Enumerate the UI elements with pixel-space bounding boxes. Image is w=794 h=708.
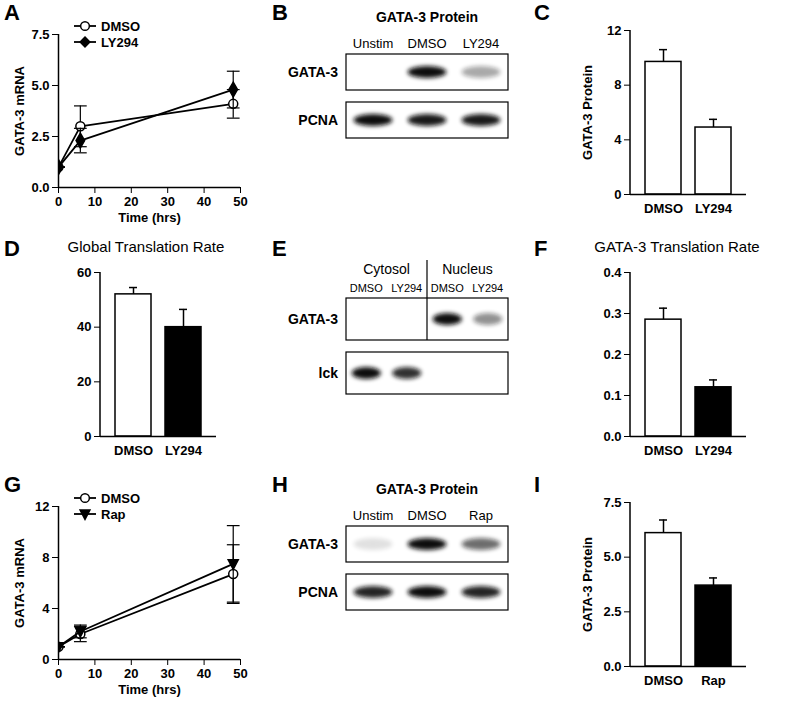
svg-text:0.1: 0.1 — [603, 388, 621, 403]
html-text:A: A — [4, 0, 20, 25]
svg-text:LY294: LY294 — [695, 443, 733, 458]
html-text:H: H — [272, 472, 288, 497]
svg-text:60: 60 — [77, 265, 91, 280]
svg-text:LY294: LY294 — [472, 282, 503, 294]
svg-text:4: 4 — [42, 601, 50, 616]
svg-text:Cytosol: Cytosol — [363, 261, 410, 277]
svg-text:Time (hrs): Time (hrs) — [118, 210, 181, 225]
html-text:D: D — [4, 236, 20, 261]
svg-text:5.0: 5.0 — [603, 549, 621, 564]
svg-text:0: 0 — [42, 652, 49, 667]
svg-text:4: 4 — [614, 132, 622, 147]
svg-text:DMSO: DMSO — [644, 673, 683, 688]
svg-text:0.0: 0.0 — [31, 180, 49, 195]
svg-text:GATA-3 mRNA: GATA-3 mRNA — [12, 537, 27, 627]
svg-text:20: 20 — [124, 194, 138, 209]
svg-text:0.4: 0.4 — [603, 265, 622, 280]
svg-text:2.5: 2.5 — [603, 604, 621, 619]
svg-text:GATA-3: GATA-3 — [288, 64, 338, 80]
svg-text:Rap: Rap — [701, 673, 726, 688]
svg-text:0.2: 0.2 — [603, 347, 621, 362]
svg-text:40: 40 — [77, 319, 91, 334]
svg-text:30: 30 — [160, 194, 174, 209]
svg-text:0.0: 0.0 — [603, 429, 621, 444]
svg-text:PCNA: PCNA — [298, 584, 338, 600]
svg-text:DMSO: DMSO — [408, 508, 447, 523]
html-text:G: G — [4, 472, 22, 497]
svg-text:PCNA: PCNA — [298, 112, 338, 128]
svg-text:7.5: 7.5 — [31, 27, 49, 42]
html-text:LY294: LY294 — [101, 34, 139, 50]
svg-text:GATA-3: GATA-3 — [288, 536, 338, 552]
svg-text:LY294: LY294 — [391, 282, 422, 294]
svg-text:12: 12 — [607, 23, 621, 38]
svg-text:0: 0 — [614, 187, 621, 202]
svg-text:DMSO: DMSO — [350, 282, 383, 294]
html-text:GATA-3 Translation Rate: GATA-3 Translation Rate — [594, 238, 760, 255]
svg-text:GATA-3: GATA-3 — [288, 311, 338, 327]
svg-text:lck: lck — [319, 365, 339, 381]
svg-text:0: 0 — [55, 666, 62, 681]
svg-text:GATA-3 mRNA: GATA-3 mRNA — [12, 65, 27, 155]
svg-text:Time (hrs): Time (hrs) — [118, 682, 181, 697]
html-text:DMSO: DMSO — [101, 490, 140, 506]
svg-text:Nucleus: Nucleus — [442, 261, 493, 277]
svg-text:40: 40 — [197, 666, 211, 681]
html-text:F: F — [534, 236, 548, 261]
svg-text:LY294: LY294 — [463, 36, 500, 51]
svg-text:7.5: 7.5 — [603, 495, 621, 510]
svg-text:LY294: LY294 — [695, 201, 733, 216]
html-text:DMSO: DMSO — [101, 18, 140, 34]
svg-text:0.3: 0.3 — [603, 306, 621, 321]
html-text:E: E — [272, 236, 287, 261]
svg-text:GATA-3 Protein: GATA-3 Protein — [376, 9, 478, 25]
svg-text:DMSO: DMSO — [114, 443, 153, 458]
svg-text:2.5: 2.5 — [31, 129, 49, 144]
html-text:B: B — [272, 0, 288, 25]
svg-text:0: 0 — [55, 194, 62, 209]
svg-text:8: 8 — [42, 550, 49, 565]
svg-text:12: 12 — [35, 499, 49, 514]
svg-text:GATA-3 Protein: GATA-3 Protein — [580, 65, 595, 160]
svg-text:GATA-3 Protein: GATA-3 Protein — [376, 481, 478, 497]
svg-text:DMSO: DMSO — [644, 201, 683, 216]
html-text:C: C — [534, 0, 550, 25]
svg-text:10: 10 — [88, 666, 102, 681]
svg-text:Unstim: Unstim — [353, 508, 393, 523]
svg-text:40: 40 — [197, 194, 211, 209]
svg-text:Rap: Rap — [469, 508, 493, 523]
html-text:Rap: Rap — [101, 506, 126, 522]
svg-text:DMSO: DMSO — [408, 36, 447, 51]
svg-text:DMSO: DMSO — [644, 443, 683, 458]
svg-text:20: 20 — [77, 374, 91, 389]
svg-text:Unstim: Unstim — [353, 36, 393, 51]
svg-text:50: 50 — [233, 666, 247, 681]
svg-text:30: 30 — [160, 666, 174, 681]
svg-text:5.0: 5.0 — [31, 78, 49, 93]
svg-text:50: 50 — [233, 194, 247, 209]
svg-text:GATA-3 Protein: GATA-3 Protein — [580, 537, 595, 632]
html-text:I: I — [534, 472, 541, 497]
svg-text:10: 10 — [88, 194, 102, 209]
svg-text:20: 20 — [124, 666, 138, 681]
svg-text:8: 8 — [614, 77, 621, 92]
svg-text:0: 0 — [84, 429, 91, 444]
svg-text:DMSO: DMSO — [431, 282, 464, 294]
svg-text:0.0: 0.0 — [603, 659, 621, 674]
svg-text:LY294: LY294 — [165, 443, 203, 458]
html-text:Global Translation Rate: Global Translation Rate — [67, 238, 225, 255]
